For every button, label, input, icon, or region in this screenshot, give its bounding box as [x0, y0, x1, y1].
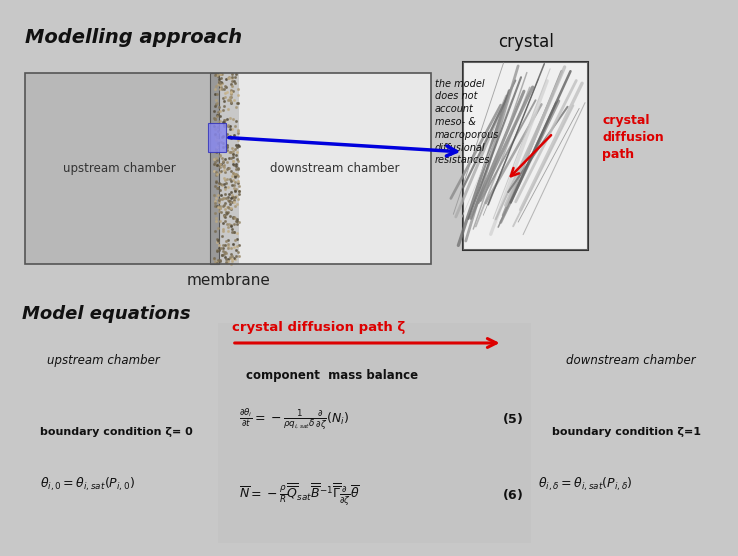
Bar: [218, 322, 531, 543]
Bar: [463, 62, 588, 250]
Text: the model
does not
account
meso- &
macroporous
diffusional
resistances: the model does not account meso- & macro…: [435, 78, 499, 165]
Bar: [25, 73, 431, 264]
Text: upstream chamber: upstream chamber: [63, 162, 176, 175]
Text: $\mathbf{(6)}$: $\mathbf{(6)}$: [503, 487, 524, 502]
Text: crystal: crystal: [497, 33, 554, 51]
Text: Model equations: Model equations: [21, 305, 190, 323]
Bar: [210, 73, 219, 264]
Text: $\overline{N} = -\frac{\rho}{R}\overline{\overline{Q}}_{sat}\overline{\overline{: $\overline{N} = -\frac{\rho}{R}\overline…: [239, 481, 359, 508]
Bar: [239, 73, 431, 264]
Text: membrane: membrane: [186, 273, 270, 288]
Text: downstream chamber: downstream chamber: [270, 162, 400, 175]
Text: component  mass balance: component mass balance: [246, 369, 418, 383]
Text: crystal
diffusion
path: crystal diffusion path: [602, 114, 664, 161]
Text: crystal diffusion path ζ: crystal diffusion path ζ: [232, 321, 405, 334]
Text: upstream chamber: upstream chamber: [47, 354, 160, 367]
Bar: [25, 73, 214, 264]
Text: downstream chamber: downstream chamber: [566, 354, 695, 367]
Text: $\frac{\partial \theta_i}{\partial t} = -\frac{1}{\rho q_{i,sat} \delta} \frac{\: $\frac{\partial \theta_i}{\partial t} = …: [239, 406, 349, 431]
Text: boundary condition ζ=1: boundary condition ζ=1: [552, 426, 701, 436]
Bar: [463, 62, 588, 250]
Bar: [208, 123, 226, 151]
Text: Modelling approach: Modelling approach: [25, 28, 243, 47]
Text: boundary condition ζ= 0: boundary condition ζ= 0: [40, 426, 193, 436]
Text: $\theta_{i,\delta} = \theta_{i,sat}(P_{i,\delta})$: $\theta_{i,\delta} = \theta_{i,sat}(P_{i…: [538, 476, 632, 493]
Text: $\theta_{i,0} = \theta_{i,sat}(P_{i,0})$: $\theta_{i,0} = \theta_{i,sat}(P_{i,0})$: [40, 476, 135, 493]
Text: $\mathbf{(5)}$: $\mathbf{(5)}$: [503, 411, 524, 426]
